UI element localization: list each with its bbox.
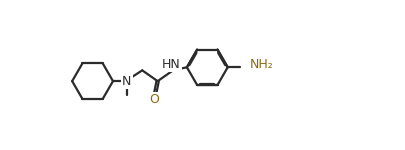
Text: O: O (149, 93, 159, 106)
Text: HN: HN (162, 58, 181, 71)
Text: N: N (122, 75, 131, 88)
Text: NH₂: NH₂ (249, 58, 272, 71)
